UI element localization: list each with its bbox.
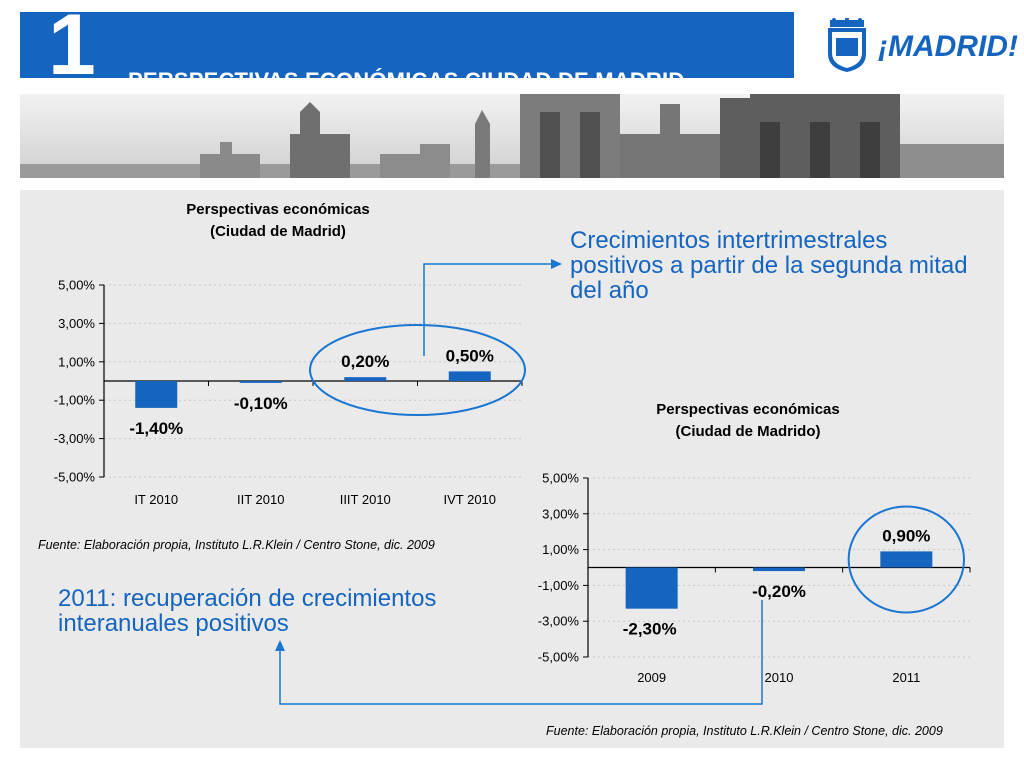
bar-2010	[753, 567, 805, 572]
y-tick-label: 5,00%	[58, 278, 95, 293]
chart-a-subtitle: (Ciudad de Madrid)	[210, 223, 346, 240]
chart-b-title: Perspectivas económicas	[656, 401, 839, 418]
y-tick-label: -3,00%	[54, 431, 96, 446]
bar-2009	[625, 567, 678, 609]
y-tick-label: 1,00%	[58, 354, 95, 369]
x-tick-label: 2009	[637, 670, 666, 685]
chart-a-source: Fuente: Elaboración propia, Instituto L.…	[38, 538, 435, 552]
logo-text: ¡MADRID!	[878, 30, 1018, 63]
y-tick-label: -5,00%	[538, 650, 580, 665]
madrid-logo: ¡MADRID!	[808, 12, 1018, 78]
data-label: -1,40%	[129, 419, 183, 438]
bar-ivt-2010	[448, 371, 491, 381]
chart-a-title: Perspectivas económicas	[186, 201, 369, 218]
page-title: PERSPECTIVAS ECONÓMICAS CIUDAD DE MADRID	[128, 68, 685, 93]
data-label: -2,30%	[623, 620, 677, 639]
content-panel	[20, 190, 1004, 748]
arrow-head-up-icon	[275, 640, 285, 651]
bar-it-2010	[135, 381, 178, 408]
bar-iiit-2010	[344, 377, 387, 381]
chart-b-subtitle: (Ciudad de Madrido)	[676, 423, 821, 440]
y-tick-label: 3,00%	[58, 316, 95, 331]
bar-2011	[880, 551, 933, 568]
y-tick-label: -1,00%	[538, 578, 580, 593]
data-label: -0,20%	[752, 582, 806, 601]
city-hall-skyline-image	[20, 94, 1004, 178]
x-tick-label: 2011	[892, 670, 920, 685]
highlight-ellipse	[309, 324, 526, 416]
data-label: 0,20%	[341, 352, 389, 371]
connector-arrow-right	[423, 263, 552, 356]
callout-annual-recovery: 2011: recuperación de crecimientos inter…	[58, 585, 437, 637]
highlight-ellipse	[847, 505, 965, 614]
x-tick-label: 2010	[765, 670, 794, 685]
slide-number: 1	[48, 0, 96, 93]
bar-iit-2010	[239, 381, 282, 383]
data-label: 0,50%	[446, 346, 494, 365]
chart-b-source: Fuente: Elaboración propia, Instituto L.…	[546, 724, 943, 738]
y-tick-label: -3,00%	[538, 614, 580, 629]
madrid-coat-of-arms-icon	[828, 18, 866, 72]
connector-arrow-left	[279, 600, 763, 705]
data-label: -0,10%	[234, 394, 288, 413]
x-tick-label: IT 2010	[134, 492, 178, 507]
callout-quarterly-growth: Crecimientos intertrimestrales positivos…	[570, 227, 968, 304]
x-tick-label: IVT 2010	[443, 492, 496, 507]
banner-image	[20, 94, 1004, 178]
x-tick-label: IIIT 2010	[340, 492, 391, 507]
y-tick-label: 5,00%	[542, 471, 579, 486]
data-label: 0,90%	[882, 526, 930, 545]
y-tick-label: -1,00%	[54, 393, 96, 408]
y-tick-label: -5,00%	[54, 470, 96, 485]
header-bar: 1 PERSPECTIVAS ECONÓMICAS CIUDAD DE MADR…	[20, 2, 794, 93]
y-tick-label: 1,00%	[542, 542, 579, 557]
arrow-head-right-icon	[551, 259, 562, 269]
y-tick-label: 3,00%	[542, 506, 579, 521]
x-tick-label: IIT 2010	[237, 492, 284, 507]
